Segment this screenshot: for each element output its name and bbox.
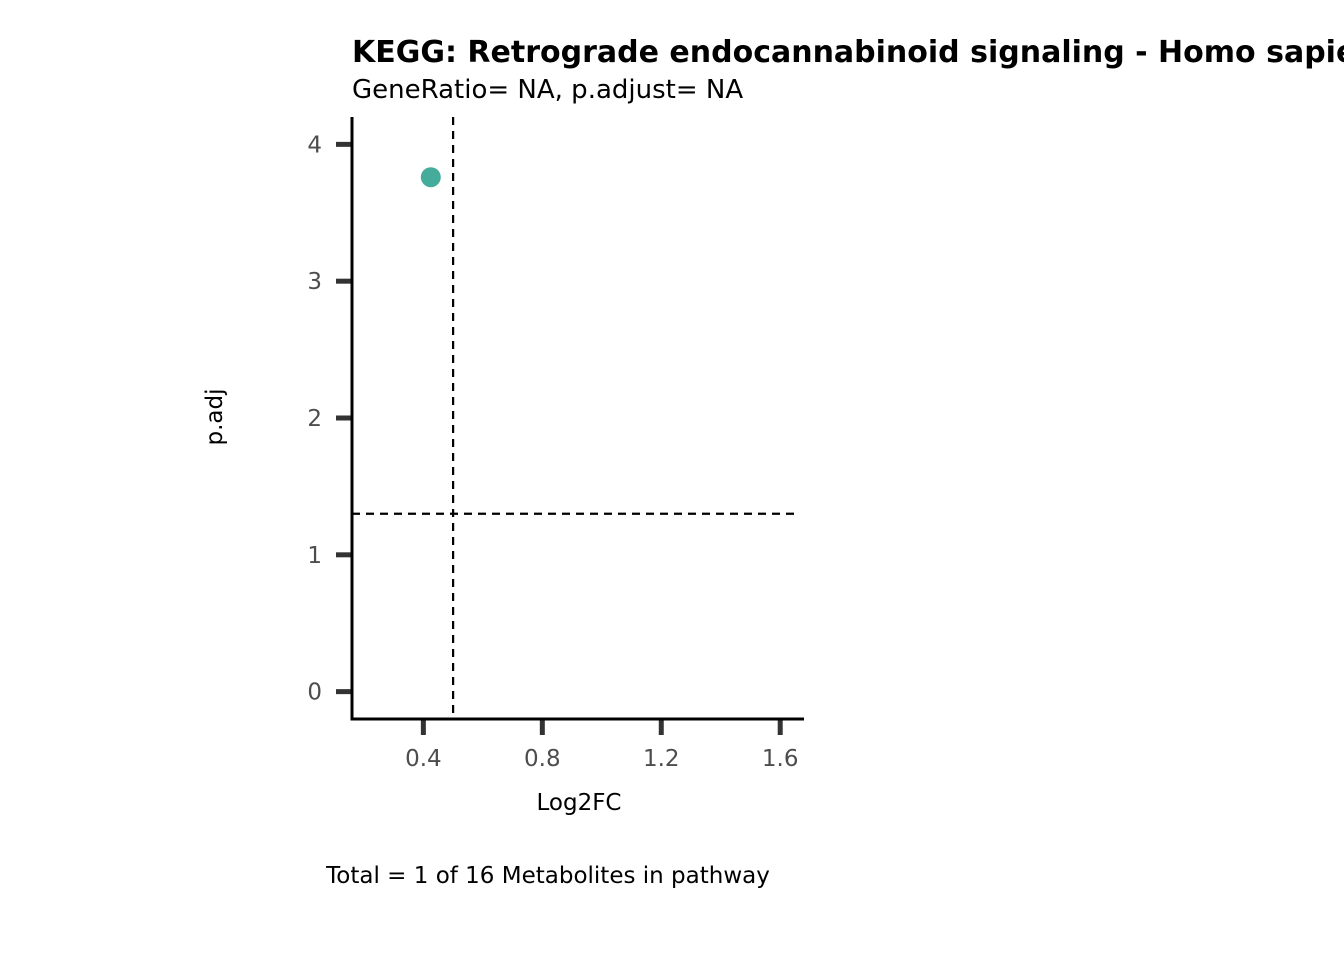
x-tick-label: 0.4 [405,746,442,772]
reference-lines [352,117,798,719]
x-axis-ticks: 0.4 0.8 1.2 1.6 [405,719,798,772]
y-tick-label: 2 [307,406,322,432]
y-tick-label: 3 [307,269,322,295]
y-axis-title: p.adj [202,389,228,446]
chart-caption: Total = 1 of 16 Metabolites in pathway [325,863,770,889]
x-axis-title: Log2FC [536,790,621,816]
chart-title: KEGG: Retrograde endocannabinoid signali… [352,35,1344,70]
y-tick-label: 0 [307,680,322,706]
x-tick-label: 1.6 [762,746,799,772]
y-tick-label: 1 [307,543,322,569]
data-points [420,167,441,188]
y-tick-label: 4 [307,132,322,158]
y-axis-ticks: 0 1 2 3 4 [307,132,352,706]
x-tick-label: 1.2 [643,746,680,772]
data-point [420,167,441,188]
chart-subtitle: GeneRatio= NA, p.adjust= NA [352,75,743,105]
x-tick-label: 0.8 [524,746,561,772]
